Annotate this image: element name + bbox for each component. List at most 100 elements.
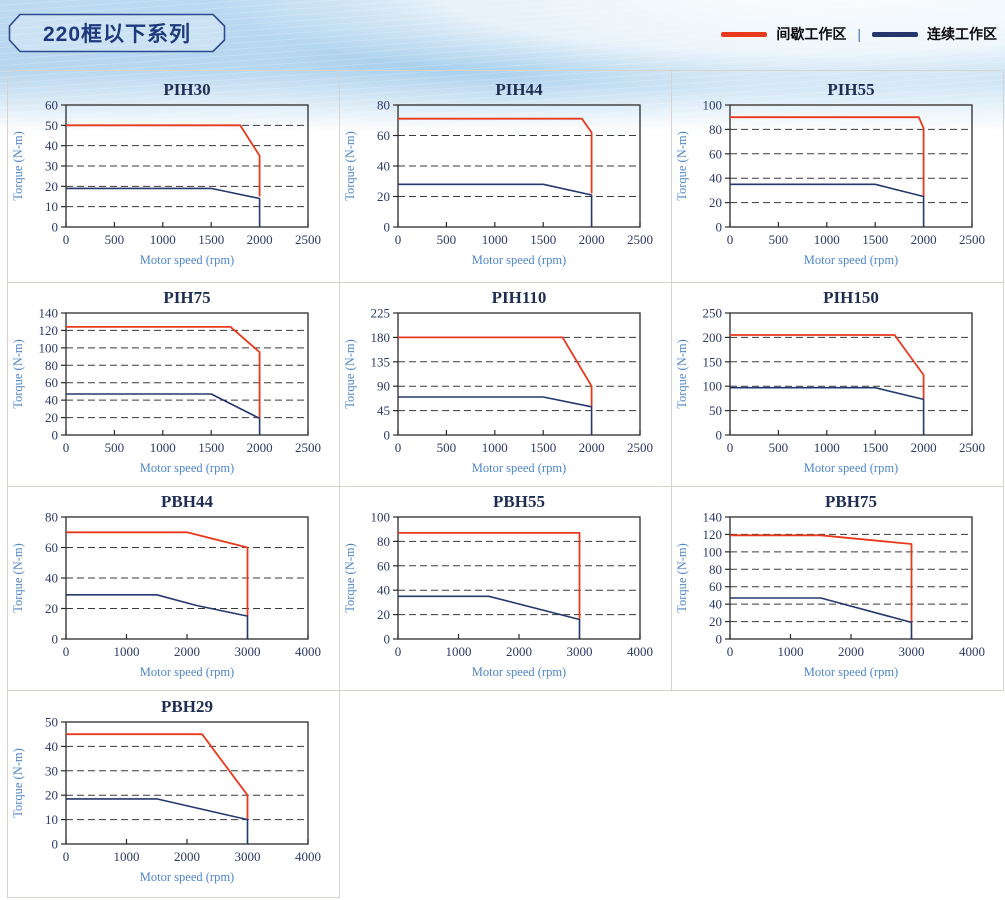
chart-PIH30: PIH30 0 10 20 30 40 50 60 0 500 1000 1500 2000 2500 To… — [11, 80, 321, 267]
x-axis-label: Motor speed (rpm) — [471, 665, 565, 679]
y-axis-label: Torque (N-m) — [343, 543, 357, 613]
y-tick-label: 20 — [377, 189, 390, 204]
series-intermittent — [729, 533, 912, 622]
chart-title: PIH75 — [163, 288, 210, 307]
x-tick-label: 2000 — [578, 232, 604, 247]
x-tick-label: 1000 — [113, 644, 139, 659]
y-tick-label: 60 — [709, 579, 722, 594]
chart-cell-PIH110: PIH110 0 45 90 135 180 225 0 500 1000 1500 2000 2500… — [340, 283, 672, 487]
x-tick-label: 4000 — [959, 644, 985, 659]
plot-border — [64, 311, 309, 436]
y-tick-label: 60 — [45, 375, 58, 390]
series-continuous — [397, 395, 592, 435]
chart-title: PBH29 — [161, 697, 213, 716]
chart-PBH75: PBH75 0 20 40 60 80 100 120 140 0 1000 2000 3000 4000… — [675, 492, 985, 679]
y-tick-label: 0 — [715, 631, 722, 646]
legend: 间歇工作区 | 连续工作区 — [721, 26, 997, 42]
continuous-zone-line-icon — [872, 31, 918, 37]
chart-cell-PBH29: PBH29 0 10 20 30 40 50 0 1000 2000 3000 4000 Torque … — [8, 691, 340, 898]
x-tick-label: 1000 — [113, 849, 139, 864]
x-tick-label: 500 — [436, 440, 456, 455]
y-tick-label: 40 — [45, 138, 58, 153]
y-tick-label: 20 — [45, 601, 58, 616]
chart-PIH75: PIH75 0 20 40 60 80 100 120 140 0 500 1000 1500 2000 2… — [11, 288, 321, 475]
chart-title: PIH110 — [491, 288, 546, 307]
y-tick-label: 20 — [377, 607, 390, 622]
y-tick-label: 80 — [377, 97, 390, 112]
x-tick-label: 2500 — [627, 232, 653, 247]
y-axis-label: Torque (N-m) — [11, 131, 25, 201]
x-tick-label: 0 — [726, 232, 733, 247]
chart-title: PIH55 — [827, 80, 874, 99]
y-tick-label: 30 — [45, 158, 58, 173]
y-tick-label: 20 — [709, 614, 722, 629]
y-tick-label: 80 — [45, 357, 58, 372]
series-intermittent — [65, 325, 261, 418]
x-axis-label: Motor speed (rpm) — [803, 665, 897, 679]
chart-title: PIH44 — [495, 80, 543, 99]
y-tick-label: 250 — [702, 305, 722, 320]
x-tick-label: 1500 — [198, 440, 224, 455]
y-tick-label: 50 — [45, 117, 58, 132]
legend-label-intermittent: 间歇工作区 — [776, 26, 847, 42]
x-tick-label: 2500 — [959, 232, 985, 247]
series-intermittent — [729, 115, 925, 196]
x-tick-label: 0 — [394, 232, 401, 247]
series-continuous — [65, 798, 248, 844]
legend-label-continuous: 连续工作区 — [927, 26, 997, 42]
y-tick-label: 0 — [715, 219, 722, 234]
x-tick-label: 1500 — [198, 232, 224, 247]
y-tick-label: 20 — [45, 178, 58, 193]
y-tick-label: 60 — [45, 540, 58, 555]
chart-cell-PIH55: PIH55 0 20 40 60 80 100 0 500 1000 1500 2000 2500 Tor… — [672, 71, 1004, 283]
chart-title: PIH150 — [823, 288, 879, 307]
x-tick-label: 2000 — [910, 440, 936, 455]
y-axis-label: Torque (N-m) — [675, 131, 689, 201]
x-tick-label: 2000 — [174, 849, 200, 864]
chart-PIH110: PIH110 0 45 90 135 180 225 0 500 1000 1500 2000 2500… — [343, 288, 653, 475]
y-tick-label: 200 — [702, 329, 722, 344]
x-tick-label: 1000 — [777, 644, 803, 659]
x-tick-label: 0 — [726, 644, 733, 659]
plot-border — [396, 311, 641, 436]
x-tick-label: 3000 — [566, 644, 592, 659]
x-tick-label: 500 — [104, 232, 124, 247]
x-tick-label: 0 — [394, 644, 401, 659]
y-axis-label: Torque (N-m) — [343, 339, 357, 409]
x-tick-label: 2000 — [838, 644, 864, 659]
y-tick-label: 20 — [709, 195, 722, 210]
y-tick-label: 50 — [709, 403, 722, 418]
chart-title: PBH75 — [825, 492, 877, 511]
x-tick-label: 0 — [62, 644, 69, 659]
x-tick-label: 2000 — [578, 440, 604, 455]
x-tick-label: 2000 — [506, 644, 532, 659]
x-tick-label: 1000 — [481, 232, 507, 247]
y-tick-label: 30 — [45, 763, 58, 778]
x-tick-label: 2000 — [910, 232, 936, 247]
banner-wave-streaks — [0, 0, 1005, 132]
x-tick-label: 3000 — [234, 849, 260, 864]
plot-border — [728, 103, 973, 228]
y-tick-label: 10 — [45, 199, 58, 214]
y-tick-label: 100 — [38, 340, 58, 355]
y-tick-label: 40 — [45, 739, 58, 754]
y-tick-label: 45 — [377, 403, 390, 418]
x-tick-label: 1000 — [149, 232, 175, 247]
y-tick-label: 140 — [702, 509, 722, 524]
y-axis-label: Torque (N-m) — [11, 748, 25, 818]
y-tick-label: 80 — [709, 121, 722, 136]
chart-cell-PIH44: PIH44 0 20 40 60 80 0 500 1000 1500 2000 2500 Torque… — [340, 71, 672, 283]
y-tick-label: 100 — [702, 97, 722, 112]
y-tick-label: 80 — [45, 509, 58, 524]
y-tick-label: 225 — [370, 305, 390, 320]
series-title-badge: 220框以下系列 — [8, 13, 226, 53]
x-tick-label: 2500 — [295, 440, 321, 455]
plot-border — [396, 515, 641, 640]
series-intermittent — [397, 117, 593, 193]
y-tick-label: 120 — [38, 322, 58, 337]
header-banner — [0, 0, 1005, 132]
x-axis-label: Motor speed (rpm) — [139, 461, 233, 475]
x-tick-label: 2000 — [246, 232, 272, 247]
y-tick-label: 40 — [45, 392, 58, 407]
